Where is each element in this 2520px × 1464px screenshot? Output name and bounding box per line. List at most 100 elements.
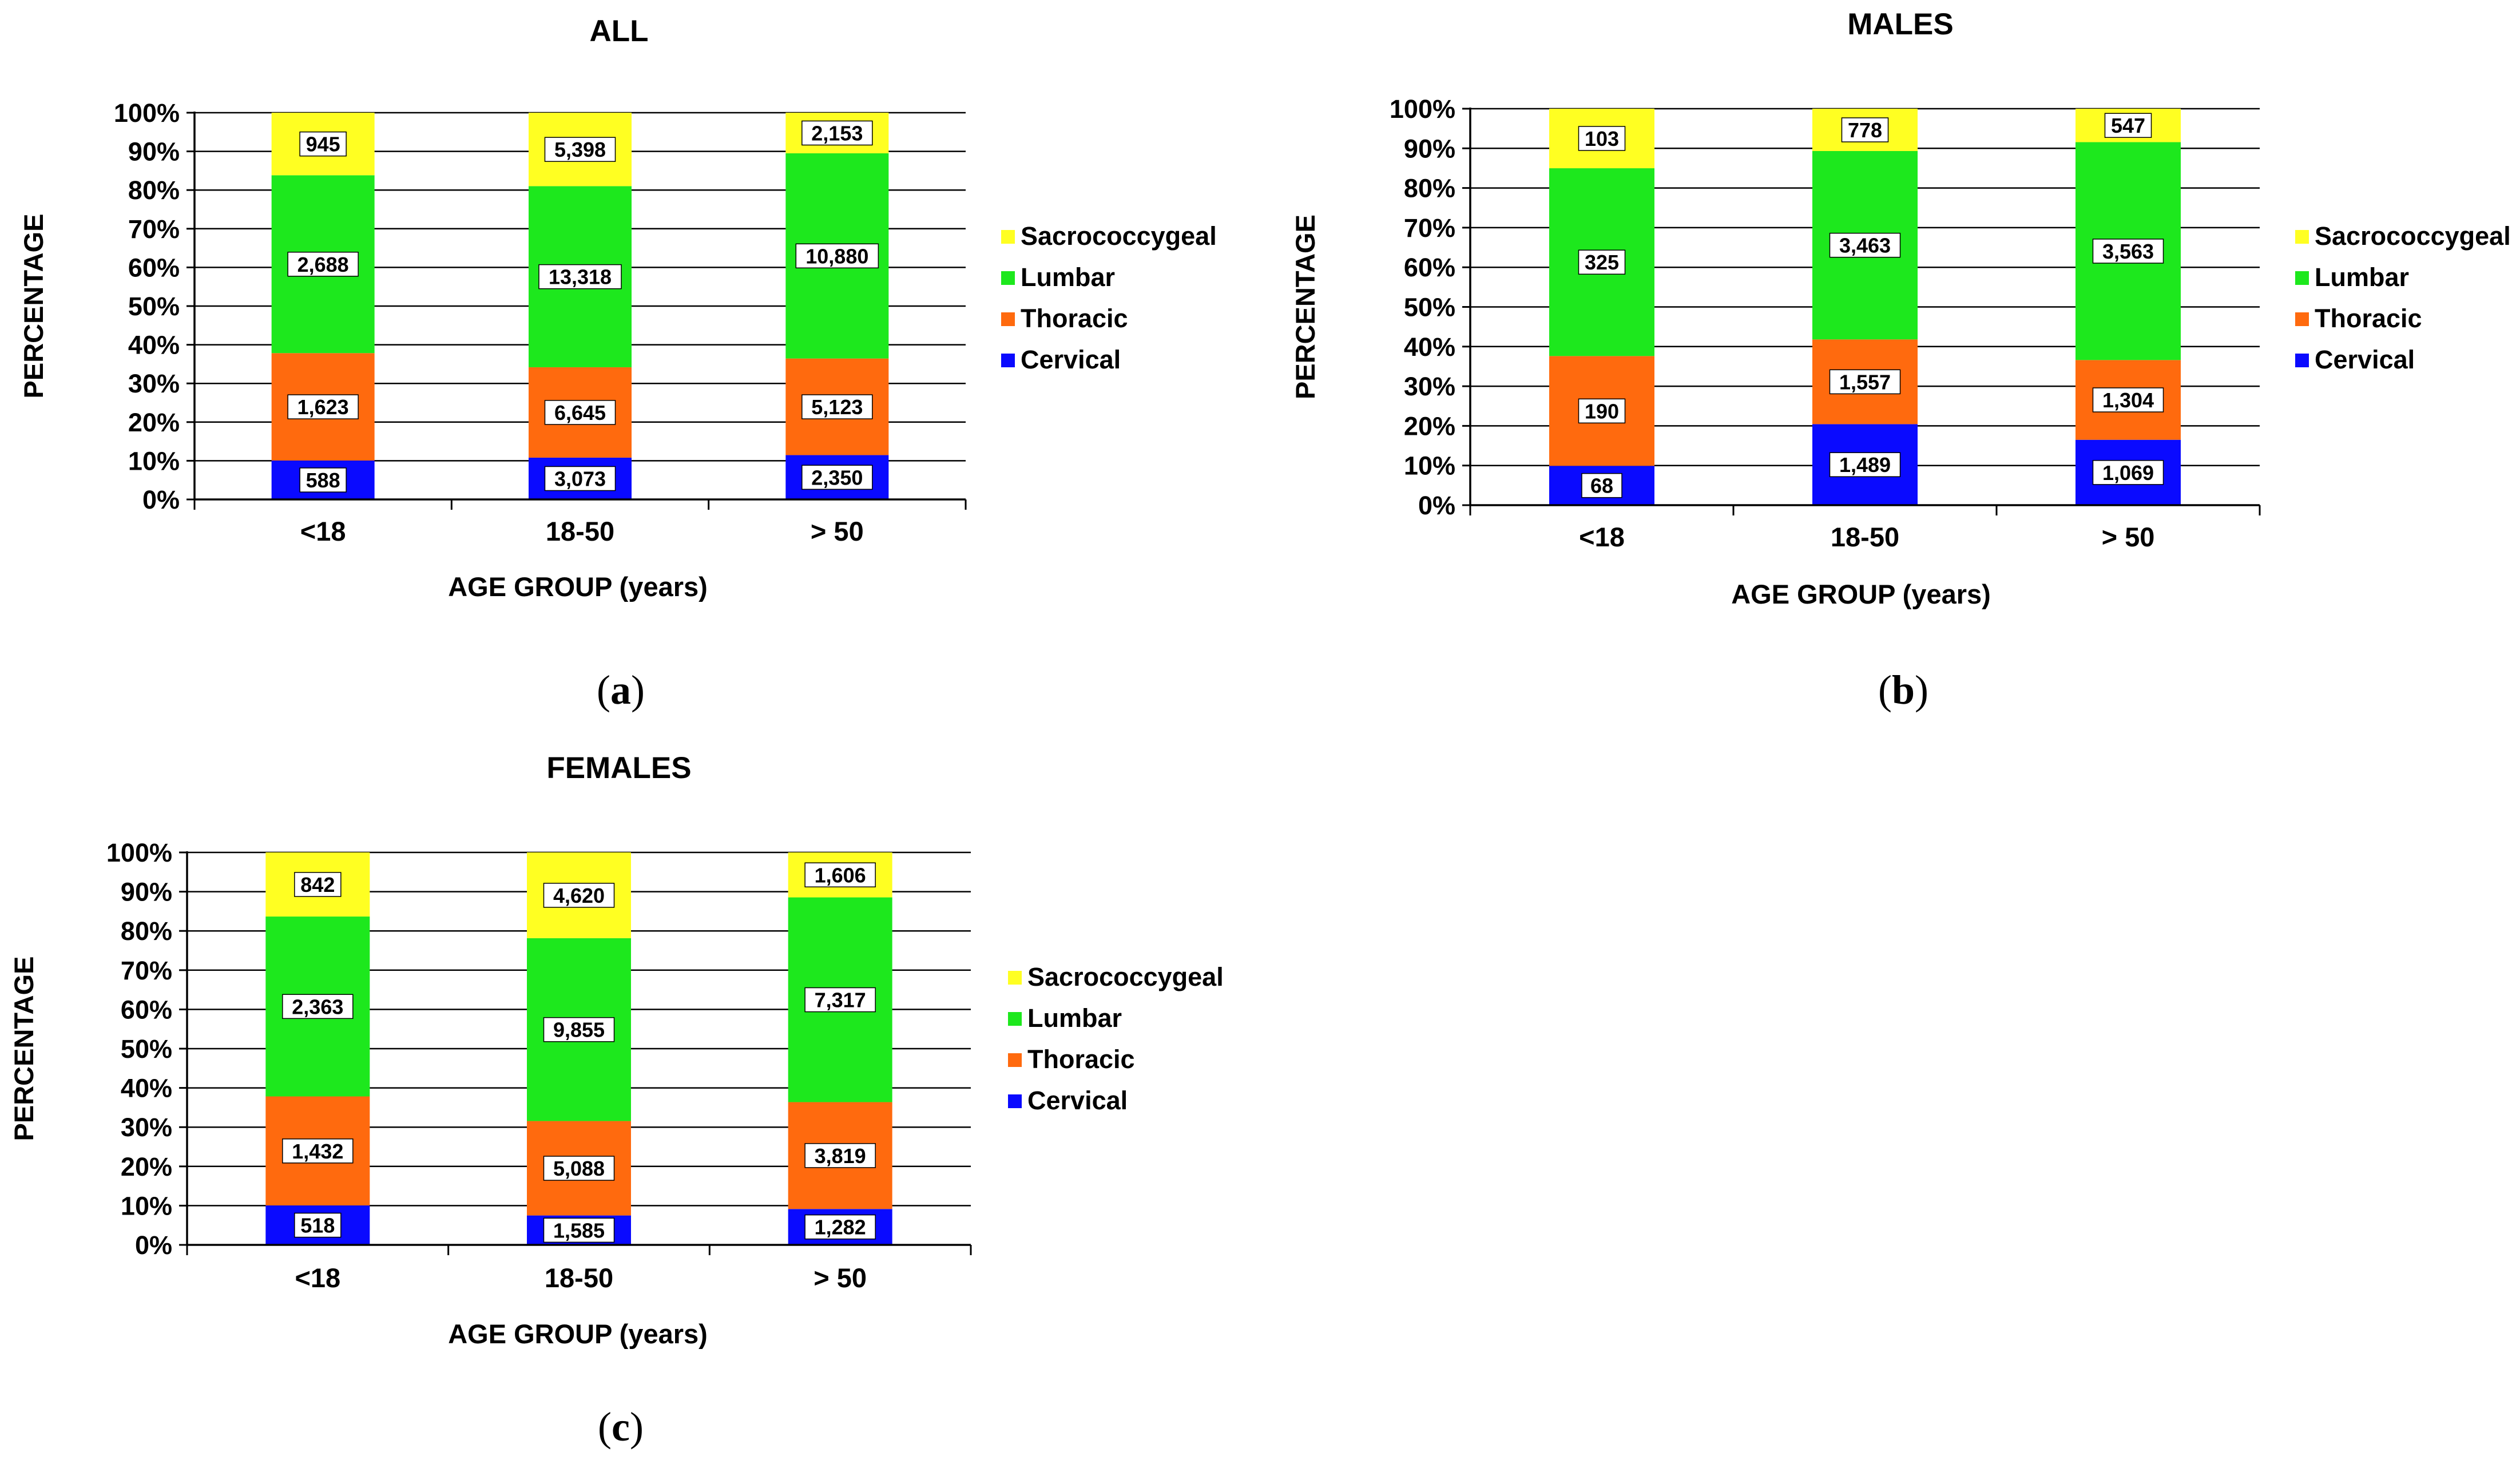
legend-label-lumbar: Lumbar	[1021, 263, 1115, 292]
chart-panel-females: 0% 10% 20% 30% 40% 50% 60% 70% 80% 90% 100% 518 1,43…	[9, 751, 1224, 1450]
data-label-box	[543, 1156, 615, 1181]
data-label-box	[1581, 473, 1622, 498]
data-label-box	[1829, 369, 1901, 395]
data-label-box	[538, 264, 622, 289]
data-label-box	[287, 394, 359, 419]
y-tick-label: 70%	[1404, 213, 1455, 243]
legend-swatch-thoracic	[1001, 312, 1015, 326]
y-tick-label: 80%	[1404, 174, 1455, 203]
y-tick-label: 40%	[128, 331, 180, 360]
y-tick-label: 20%	[128, 408, 180, 437]
data-label-thoracic: 1,557	[1839, 370, 1891, 394]
data-label-box	[1578, 126, 1626, 151]
legend-label-sacrococcygeal: Sacrococcygeal	[2315, 221, 2511, 251]
data-label-box	[294, 1212, 342, 1238]
y-tick-label: 90%	[128, 137, 180, 166]
data-label-cervical: 1,585	[553, 1219, 605, 1242]
data-label-sacrococcygeal: 5,398	[554, 138, 606, 161]
y-tick-label: 90%	[121, 878, 172, 907]
data-label-box	[282, 1138, 354, 1164]
legend-label-lumbar: Lumbar	[2315, 263, 2409, 292]
data-label-box	[804, 1214, 876, 1240]
data-label-box	[543, 1217, 615, 1243]
data-label-lumbar: 3,463	[1839, 234, 1891, 257]
y-tick-label: 60%	[1404, 253, 1455, 282]
data-label-box	[2092, 387, 2164, 412]
y-tick-label: 0%	[1418, 491, 1455, 520]
panel-caption: (b)	[1878, 667, 1928, 713]
legend-swatch-cervical	[1008, 1094, 1022, 1108]
data-label-thoracic: 6,645	[554, 401, 606, 424]
data-label-box	[801, 465, 873, 490]
legend-swatch-lumbar	[1001, 271, 1015, 285]
legend-swatch-cervical	[1001, 354, 1015, 367]
x-axis-label: AGE GROUP (years)	[448, 1319, 708, 1349]
x-category-label: <18	[295, 1263, 340, 1293]
x-category-label: <18	[300, 516, 346, 546]
y-tick-label: 40%	[121, 1074, 172, 1103]
data-label-box	[544, 400, 616, 425]
data-label-box	[2092, 239, 2164, 264]
data-label-box	[1578, 249, 1626, 275]
data-label-sacrococcygeal: 945	[306, 133, 340, 156]
data-label-sacrococcygeal: 547	[2111, 114, 2145, 137]
legend-swatch-sacrococcygeal	[1001, 230, 1015, 244]
x-category-label: 18-50	[1831, 522, 1899, 552]
data-label-box	[299, 467, 347, 493]
y-axis-label: PERCENTAGE	[1290, 215, 1320, 399]
y-tick-label: 80%	[121, 917, 172, 946]
y-tick-label: 50%	[128, 292, 180, 321]
y-tick-label: 20%	[121, 1152, 172, 1181]
data-label-box	[1829, 232, 1901, 258]
data-label-lumbar: 325	[1585, 251, 1619, 274]
y-tick-label: 70%	[128, 215, 180, 244]
data-label-cervical: 1,282	[815, 1216, 866, 1239]
data-label-box	[801, 394, 873, 419]
data-label-lumbar: 10,880	[805, 244, 868, 268]
chart-title: ALL	[589, 14, 648, 48]
data-label-box	[795, 243, 879, 269]
panel-caption: (a)	[597, 667, 645, 713]
y-tick-label: 90%	[1404, 134, 1455, 163]
data-label-thoracic: 1,432	[292, 1140, 343, 1163]
data-label-box	[2104, 113, 2152, 138]
data-label-box	[543, 883, 615, 908]
data-label-box	[287, 252, 359, 277]
data-label-lumbar: 9,855	[553, 1018, 605, 1042]
legend-swatch-lumbar	[1008, 1012, 1022, 1026]
data-label-lumbar: 3,563	[2102, 240, 2154, 263]
legend-label-cervical: Cervical	[1027, 1086, 1128, 1115]
x-category-label: 18-50	[545, 1263, 613, 1293]
data-label-sacrococcygeal: 778	[1848, 118, 1882, 142]
data-label-cervical: 1,489	[1839, 453, 1891, 477]
data-label-box	[543, 1017, 615, 1042]
data-label-box	[544, 466, 616, 491]
data-label-sacrococcygeal: 103	[1585, 127, 1619, 150]
legend-label-sacrococcygeal: Sacrococcygeal	[1027, 962, 1224, 991]
x-axis-label: AGE GROUP (years)	[1731, 579, 1991, 609]
y-tick-label: 10%	[121, 1191, 172, 1220]
data-label-sacrococcygeal: 4,620	[553, 884, 605, 907]
data-label-lumbar: 7,317	[815, 989, 866, 1012]
x-category-label: > 50	[2102, 522, 2155, 552]
data-label-box	[294, 872, 342, 897]
y-tick-label: 30%	[121, 1113, 172, 1142]
y-tick-label: 80%	[128, 176, 180, 205]
data-label-sacrococcygeal: 842	[300, 873, 335, 896]
data-label-box	[299, 131, 347, 157]
legend-swatch-thoracic	[2295, 312, 2309, 326]
legend-label-thoracic: Thoracic	[1021, 304, 1128, 333]
data-label-sacrococcygeal: 1,606	[815, 863, 866, 887]
y-tick-label: 0%	[142, 485, 180, 514]
data-label-box	[1829, 452, 1901, 477]
y-tick-label: 50%	[1404, 293, 1455, 322]
data-label-box	[804, 862, 876, 888]
data-label-thoracic: 1,304	[2102, 388, 2154, 412]
legend-label-cervical: Cervical	[2315, 345, 2415, 374]
y-tick-label: 60%	[121, 995, 172, 1024]
chart-title: FEMALES	[546, 751, 691, 785]
data-label-lumbar: 2,363	[292, 995, 343, 1018]
legend-label-thoracic: Thoracic	[1027, 1045, 1135, 1074]
data-label-thoracic: 5,123	[811, 395, 863, 419]
y-tick-label: 10%	[128, 446, 180, 475]
